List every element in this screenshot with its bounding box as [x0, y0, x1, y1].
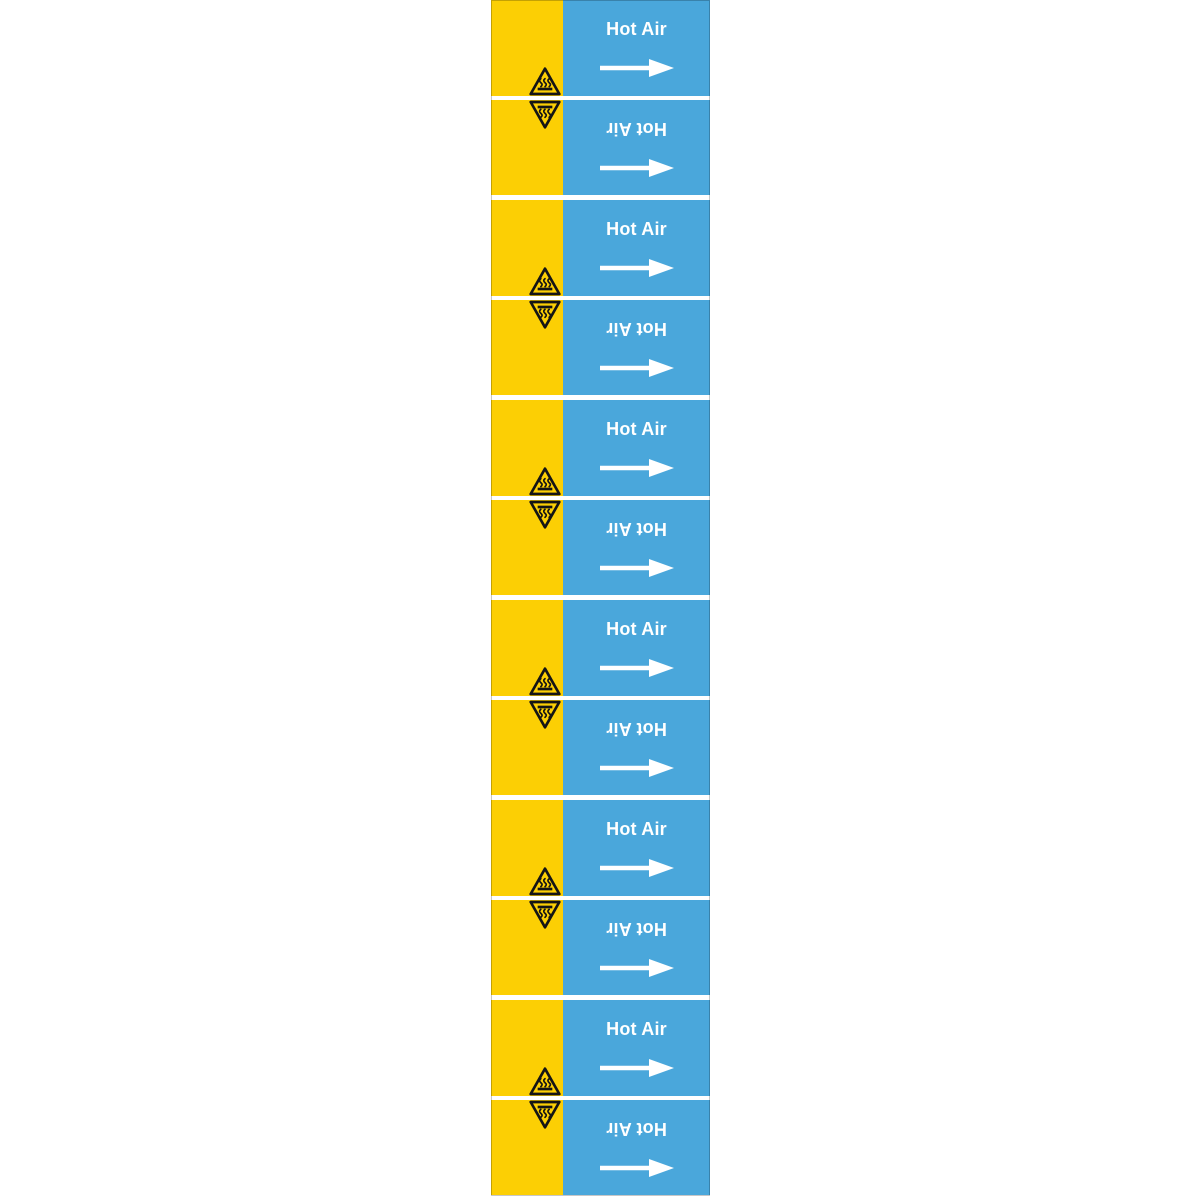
fold-line: [491, 895, 710, 900]
label-pair: Hot Air Hot Air: [491, 800, 710, 1000]
flow-direction-arrow-icon: [600, 659, 674, 677]
flow-panel: Hot Air: [563, 699, 710, 795]
hazard-color-band: [491, 600, 563, 696]
pipe-content-label: Hot Air: [606, 318, 667, 339]
pipe-content-label: Hot Air: [606, 918, 667, 939]
hot-surface-warning-icon: [528, 900, 562, 930]
hot-surface-warning-icon: [528, 300, 562, 330]
hazard-color-band: [491, 400, 563, 496]
cut-line-gap: [491, 395, 710, 400]
hazard-color-band: [491, 0, 563, 96]
flow-direction-arrow-icon: [600, 59, 674, 77]
hazard-color-band: [491, 899, 563, 995]
cut-line-gap: [491, 195, 710, 200]
flow-direction-arrow-icon: [600, 459, 674, 477]
fold-line: [491, 95, 710, 100]
pipe-marker-label-inverted: Hot Air: [491, 899, 710, 995]
flow-panel: Hot Air: [563, 899, 710, 995]
pipe-content-label: Hot Air: [606, 1019, 667, 1039]
hazard-color-band: [491, 499, 563, 595]
cut-line-gap: [491, 595, 710, 600]
flow-panel: Hot Air: [563, 299, 710, 395]
hot-surface-warning-icon: [528, 866, 562, 896]
flow-direction-arrow-icon: [600, 559, 674, 577]
cut-line-gap: [491, 795, 710, 800]
hazard-color-band: [491, 200, 563, 296]
hazard-color-band: [491, 299, 563, 395]
label-pair: Hot Air Hot Air: [491, 400, 710, 600]
hot-surface-warning-icon: [528, 266, 562, 296]
pipe-marker-label-inverted: Hot Air: [491, 1099, 710, 1195]
hazard-color-band: [491, 1000, 563, 1096]
pipe-marker-label-upright: Hot Air: [491, 400, 710, 496]
label-pair: Hot Air Hot Air: [491, 0, 710, 200]
pipe-marker-label-upright: Hot Air: [491, 1000, 710, 1096]
hot-surface-warning-icon: [528, 1066, 562, 1096]
pipe-marker-label-sheet: Hot Air Hot Air: [491, 0, 710, 1200]
hot-surface-warning-icon: [528, 1100, 562, 1130]
pipe-marker-label-upright: Hot Air: [491, 800, 710, 896]
hot-surface-warning-icon: [528, 500, 562, 530]
flow-direction-arrow-icon: [600, 859, 674, 877]
pipe-marker-label-upright: Hot Air: [491, 200, 710, 296]
flow-panel: Hot Air: [563, 0, 710, 96]
pipe-content-label: Hot Air: [606, 118, 667, 139]
pipe-content-label: Hot Air: [606, 219, 667, 239]
fold-line: [491, 295, 710, 300]
pipe-content-label: Hot Air: [606, 819, 667, 839]
flow-direction-arrow-icon: [600, 159, 674, 177]
cut-line-gap: [491, 1195, 710, 1200]
flow-direction-arrow-icon: [600, 959, 674, 977]
fold-line: [491, 695, 710, 700]
pipe-content-label: Hot Air: [606, 419, 667, 439]
flow-panel: Hot Air: [563, 200, 710, 296]
flow-direction-arrow-icon: [600, 259, 674, 277]
hot-surface-warning-icon: [528, 100, 562, 130]
label-pair: Hot Air Hot Air: [491, 1000, 710, 1200]
pipe-content-label: Hot Air: [606, 718, 667, 739]
pipe-content-label: Hot Air: [606, 619, 667, 639]
hazard-color-band: [491, 1099, 563, 1195]
pipe-marker-label-inverted: Hot Air: [491, 499, 710, 595]
flow-direction-arrow-icon: [600, 1059, 674, 1077]
flow-panel: Hot Air: [563, 99, 710, 195]
fold-line: [491, 495, 710, 500]
pipe-content-label: Hot Air: [606, 19, 667, 39]
hazard-color-band: [491, 699, 563, 795]
pipe-content-label: Hot Air: [606, 518, 667, 539]
label-pair: Hot Air Hot Air: [491, 600, 710, 800]
flow-panel: Hot Air: [563, 600, 710, 696]
hot-surface-warning-icon: [528, 466, 562, 496]
flow-panel: Hot Air: [563, 1000, 710, 1096]
hazard-color-band: [491, 800, 563, 896]
pipe-marker-label-upright: Hot Air: [491, 600, 710, 696]
hot-surface-warning-icon: [528, 666, 562, 696]
flow-panel: Hot Air: [563, 400, 710, 496]
flow-panel: Hot Air: [563, 499, 710, 595]
hot-surface-warning-icon: [528, 700, 562, 730]
hazard-color-band: [491, 99, 563, 195]
pipe-marker-label-inverted: Hot Air: [491, 99, 710, 195]
cut-line-gap: [491, 995, 710, 1000]
pipe-content-label: Hot Air: [606, 1118, 667, 1139]
flow-panel: Hot Air: [563, 1099, 710, 1195]
fold-line: [491, 1095, 710, 1100]
hot-surface-warning-icon: [528, 66, 562, 96]
flow-direction-arrow-icon: [600, 359, 674, 377]
pipe-marker-label-inverted: Hot Air: [491, 299, 710, 395]
pipe-marker-label-upright: Hot Air: [491, 0, 710, 96]
pipe-marker-label-inverted: Hot Air: [491, 699, 710, 795]
label-pair: Hot Air Hot Air: [491, 200, 710, 400]
flow-panel: Hot Air: [563, 800, 710, 896]
flow-direction-arrow-icon: [600, 1159, 674, 1177]
flow-direction-arrow-icon: [600, 759, 674, 777]
